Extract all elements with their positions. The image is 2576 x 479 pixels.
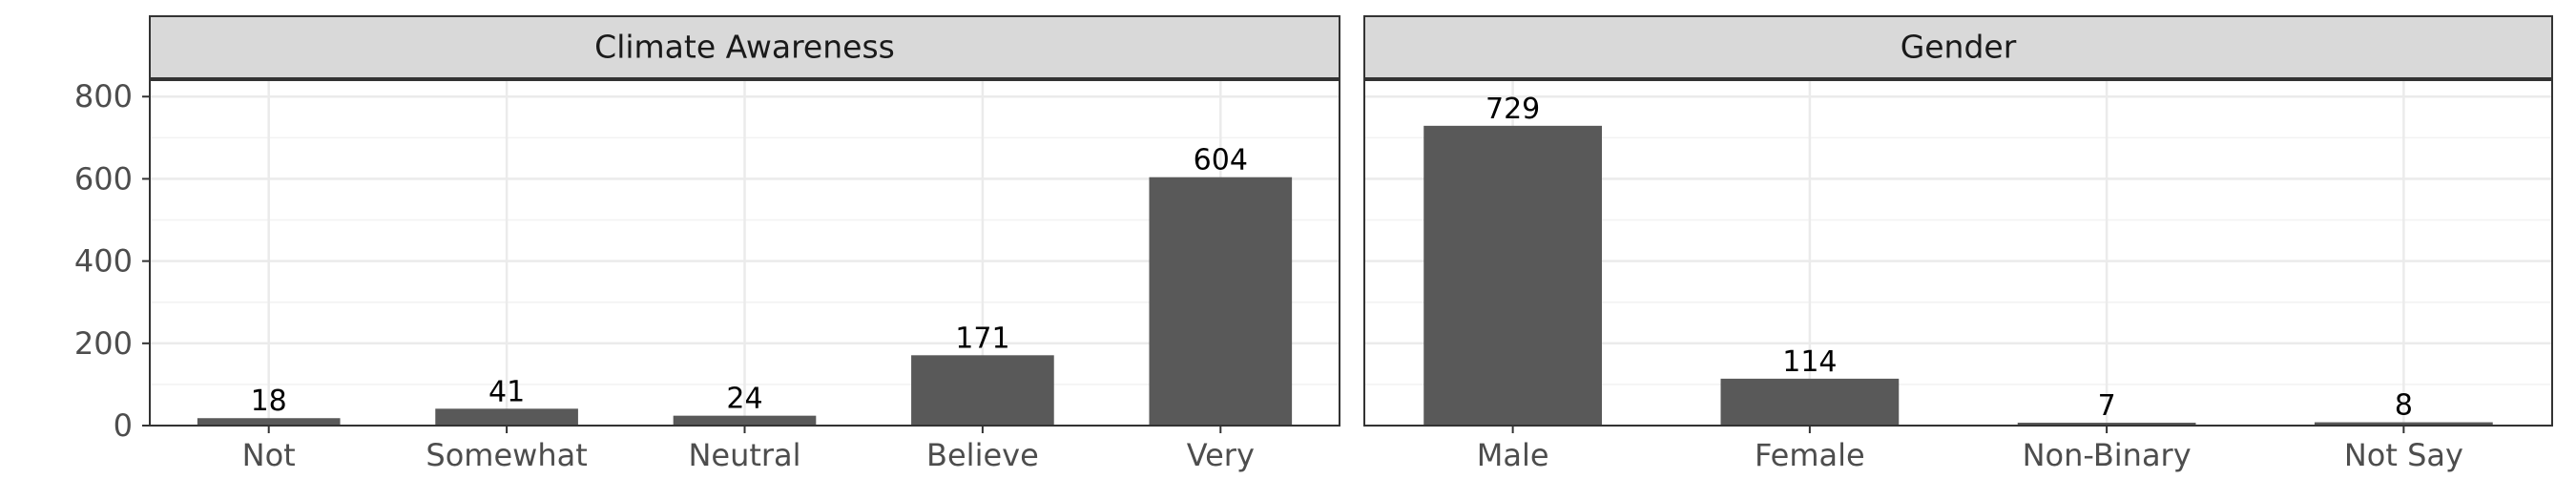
y-tick-label-400: 400 bbox=[74, 243, 133, 280]
bar-somewhat bbox=[435, 408, 578, 426]
x-tick-label-neutral: Neutral bbox=[688, 437, 800, 473]
x-tick-label-male: Male bbox=[1477, 437, 1549, 473]
bar-non-binary bbox=[2017, 422, 2196, 426]
bar-male bbox=[1423, 125, 1602, 427]
x-tick-label-not-say: Not Say bbox=[2344, 437, 2463, 473]
x-tick-label-somewhat: Somewhat bbox=[426, 437, 587, 473]
bar-neutral bbox=[673, 415, 817, 426]
data-label-non-binary: 7 bbox=[2098, 389, 2116, 423]
facet-title-gender: Gender bbox=[1901, 29, 2017, 66]
y-tick-label-800: 800 bbox=[74, 78, 133, 115]
data-label-believe: 171 bbox=[955, 322, 1009, 355]
facet-strip-gender bbox=[1363, 15, 2553, 79]
data-label-male: 729 bbox=[1485, 93, 1540, 126]
data-label-female: 114 bbox=[1782, 345, 1837, 379]
x-tick-label-not: Not bbox=[242, 437, 296, 473]
data-label-not: 18 bbox=[251, 385, 287, 418]
y-tick-label-200: 200 bbox=[74, 325, 133, 362]
bar-believe bbox=[911, 355, 1054, 426]
bar-not bbox=[197, 418, 341, 426]
facet-strip-climate-awareness bbox=[149, 15, 1340, 79]
data-label-not-say: 8 bbox=[2395, 389, 2413, 423]
bar-female bbox=[1720, 378, 1900, 426]
y-tick-label-0: 0 bbox=[114, 407, 133, 444]
bar-not-say bbox=[2315, 422, 2493, 426]
data-label-very: 604 bbox=[1194, 144, 1248, 177]
data-label-neutral: 24 bbox=[726, 383, 762, 416]
x-tick-label-non-binary: Non-Binary bbox=[2023, 437, 2192, 473]
x-tick-label-believe: Believe bbox=[926, 437, 1039, 473]
y-tick-label-600: 600 bbox=[74, 160, 133, 197]
bar-very bbox=[1149, 177, 1293, 426]
x-tick-label-female: Female bbox=[1755, 437, 1865, 473]
data-label-somewhat: 41 bbox=[488, 375, 525, 408]
facet-title-climate-awareness: Climate Awareness bbox=[594, 29, 895, 66]
x-tick-label-very: Very bbox=[1187, 437, 1255, 473]
